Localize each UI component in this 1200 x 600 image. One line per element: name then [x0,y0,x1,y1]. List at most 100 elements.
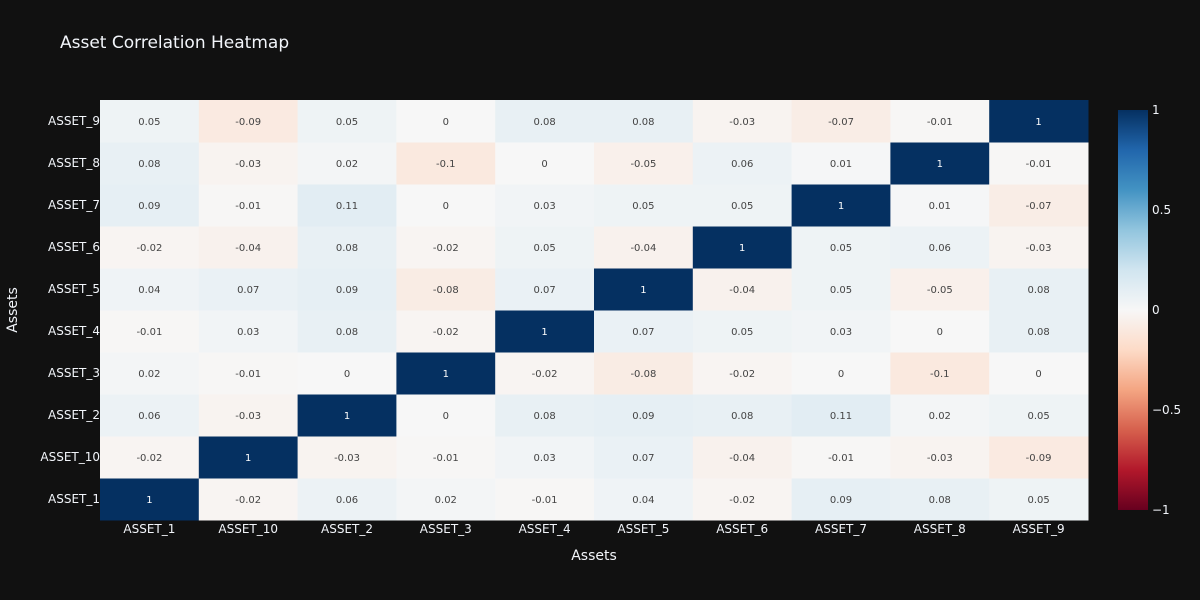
cell-value-label: 1 [541,327,547,338]
cell-value-label: 0.05 [830,243,852,254]
x-tick-label: ASSET_4 [519,522,571,536]
heatmap-cell [989,226,1089,269]
cell-value-label: 0.04 [138,285,160,296]
heatmap-cell [495,310,595,353]
heatmap-cell [396,184,496,227]
heatmap-cell [495,478,595,521]
heatmap-cell [297,226,397,269]
cell-value-label: -0.03 [235,411,261,422]
heatmap-cell [989,184,1089,227]
cell-value-label: 0.01 [830,159,852,170]
cell-value-label: 0.11 [830,411,852,422]
cell-value-label: -0.03 [729,117,755,128]
x-tick-label: ASSET_9 [1013,522,1065,536]
heatmap-cell [791,436,891,479]
cell-value-label: 0.03 [533,201,555,212]
heatmap-cell [989,142,1089,185]
heatmap-cell [100,142,200,185]
heatmap-cell [890,226,990,269]
x-tick-label: ASSET_3 [420,522,472,536]
cell-value-label: 1 [640,285,646,296]
colorbar-tick-label: 0 [1152,303,1160,317]
heatmap-cell [396,142,496,185]
cell-value-label: -0.07 [828,117,854,128]
cell-value-label: 1 [245,453,251,464]
heatmap-cell [495,142,595,185]
heatmap-cell [495,436,595,479]
heatmap-cell [692,184,793,227]
cell-value-label: -0.03 [334,453,360,464]
heatmap-cell [692,226,793,269]
y-tick-label: ASSET_2 [48,408,100,422]
heatmap-cell [198,142,299,185]
cell-value-label: -0.08 [630,369,656,380]
x-tick-label: ASSET_6 [716,522,768,536]
cell-value-label: -0.04 [729,453,755,464]
x-tick-label: ASSET_1 [123,522,175,536]
cell-value-label: 0.05 [533,243,555,254]
cell-value-label: 0 [541,159,547,170]
heatmap-cell [297,184,397,227]
cell-value-label: 0.09 [830,495,852,506]
heatmap-cell [198,184,299,227]
chart-title: Asset Correlation Heatmap [60,33,290,53]
cell-value-label: 0 [443,201,449,212]
heatmap-cell [297,478,397,521]
heatmap-cell [692,142,793,185]
cell-value-label: 0.05 [1027,495,1049,506]
cell-value-label: -0.02 [136,243,162,254]
cell-value-label: -0.08 [433,285,459,296]
heatmap-cell [297,142,397,185]
cell-value-label: 0.06 [731,159,753,170]
heatmap-cell [198,436,299,479]
heatmap-cell [890,100,990,143]
heatmap-cell [100,184,200,227]
cell-value-label: 1 [937,159,943,170]
cell-value-label: -0.09 [235,117,261,128]
heatmap-cell [495,352,595,395]
heatmap-cell [890,142,990,185]
cell-value-label: 1 [1035,117,1041,128]
y-tick-label: ASSET_8 [48,156,100,170]
heatmap-cell [198,394,299,437]
cell-value-label: 0.08 [336,243,358,254]
cell-value-label: 0.02 [435,495,457,506]
heatmap-cell [297,100,397,143]
y-tick-label: ASSET_6 [48,240,100,254]
cell-value-label: 0.07 [533,285,555,296]
cell-value-label: -0.03 [1026,243,1052,254]
heatmap-cell [989,268,1089,311]
y-axis-title: Assets [5,287,21,333]
cell-value-label: 0.08 [1027,285,1049,296]
cell-value-label: -0.07 [1026,201,1052,212]
cell-value-label: 0.08 [533,117,555,128]
colorbar-tick-label: 0.5 [1152,203,1171,217]
x-tick-label: ASSET_7 [815,522,867,536]
x-tick-label: ASSET_2 [321,522,373,536]
colorbar-tick-label: −0.5 [1152,403,1181,417]
cell-value-label: 0 [344,369,350,380]
heatmap-cell [594,100,694,143]
cell-value-label: 0 [838,369,844,380]
heatmap-cell [791,226,891,269]
heatmap-cell [692,394,793,437]
heatmap-cell [989,436,1089,479]
heatmap-cell [100,352,200,395]
cell-value-label: 0 [1035,369,1041,380]
cell-value-label: 0.04 [632,495,654,506]
heatmap-cell [198,268,299,311]
heatmap-cell [890,310,990,353]
cell-value-label: -0.03 [927,453,953,464]
heatmap-cell [989,352,1089,395]
x-tick-label: ASSET_5 [617,522,669,536]
heatmap-cell [495,268,595,311]
heatmap-cell [989,100,1089,143]
x-axis-ticks: ASSET_1 ASSET_10 ASSET_2 ASSET_3 ASSET_4 ASSE… [123,522,1064,536]
cell-value-label: 1 [146,495,152,506]
heatmap-cell [100,394,200,437]
heatmap-cell [594,184,694,227]
cell-value-label: -0.03 [235,159,261,170]
heatmap-cell [297,268,397,311]
cell-value-label: 0.09 [632,411,654,422]
cell-value-label: 0.11 [336,201,358,212]
